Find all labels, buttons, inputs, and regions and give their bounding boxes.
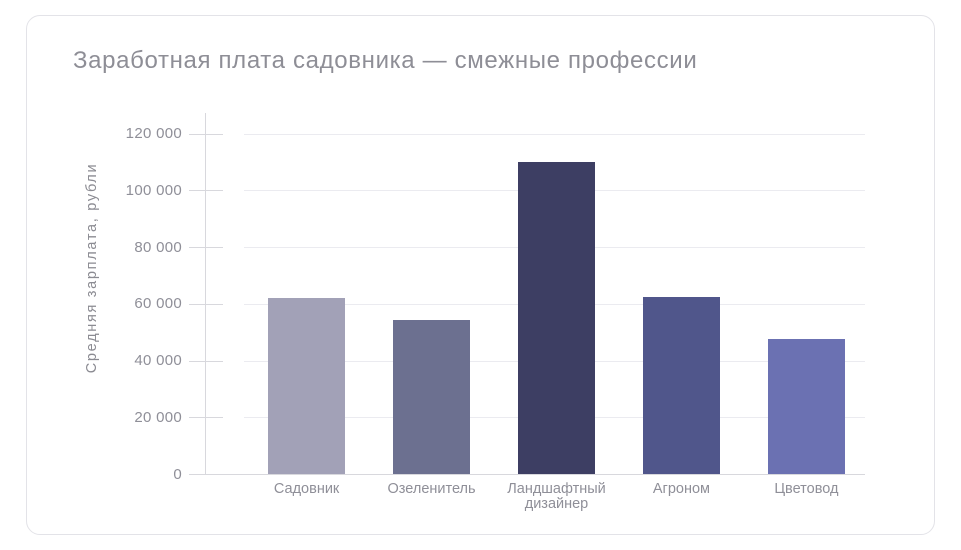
chart-bar-1 <box>268 298 346 474</box>
y-tick-label-120000: 120 000 <box>125 125 182 142</box>
chart-bar-4 <box>642 296 720 474</box>
x-tick-label-5: Цветовод <box>774 480 839 497</box>
x-tick-label-2: Озеленитель <box>387 480 476 497</box>
chart-title: Заработная плата садовника — смежные про… <box>73 46 698 74</box>
gridline-120000 <box>244 133 866 135</box>
x-tick-label-3: Ландшафтный дизайнер <box>507 480 606 513</box>
chart-bar-2 <box>393 319 471 474</box>
x-tick-label-1: Садовник <box>273 480 340 497</box>
y-tick-label-40000: 40 000 <box>134 352 182 369</box>
y-tick-label-0: 0 <box>173 465 182 483</box>
y-axis-line <box>205 112 206 474</box>
x-tick-label-4: Агроном <box>652 480 710 497</box>
x-axis-line <box>188 474 866 475</box>
y-tick-label-60000: 60 000 <box>134 295 182 313</box>
chart-bar-3 <box>518 161 595 474</box>
y-tick-label-100000: 100 000 <box>125 181 182 199</box>
y-tick-label-80000: 80 000 <box>134 238 182 256</box>
y-tick-label-20000: 20 000 <box>134 408 182 426</box>
chart-bar-5 <box>767 339 845 474</box>
